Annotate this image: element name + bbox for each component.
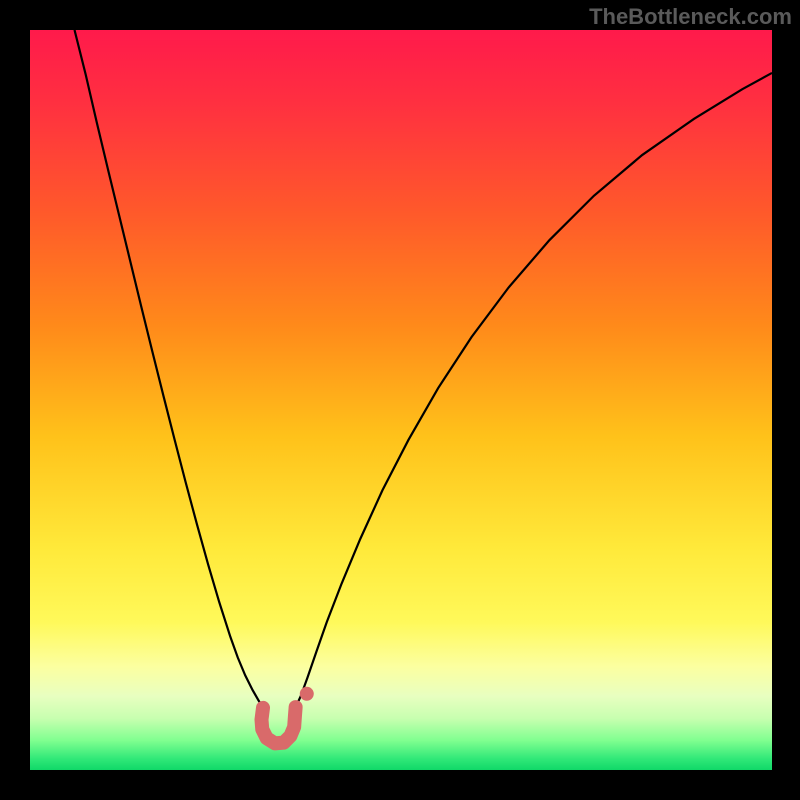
chart-container: TheBottleneck.com [0,0,800,800]
watermark-text: TheBottleneck.com [589,4,792,30]
plot-svg [30,30,772,770]
valley-dot-marker [300,687,314,701]
plot-area [30,30,772,770]
